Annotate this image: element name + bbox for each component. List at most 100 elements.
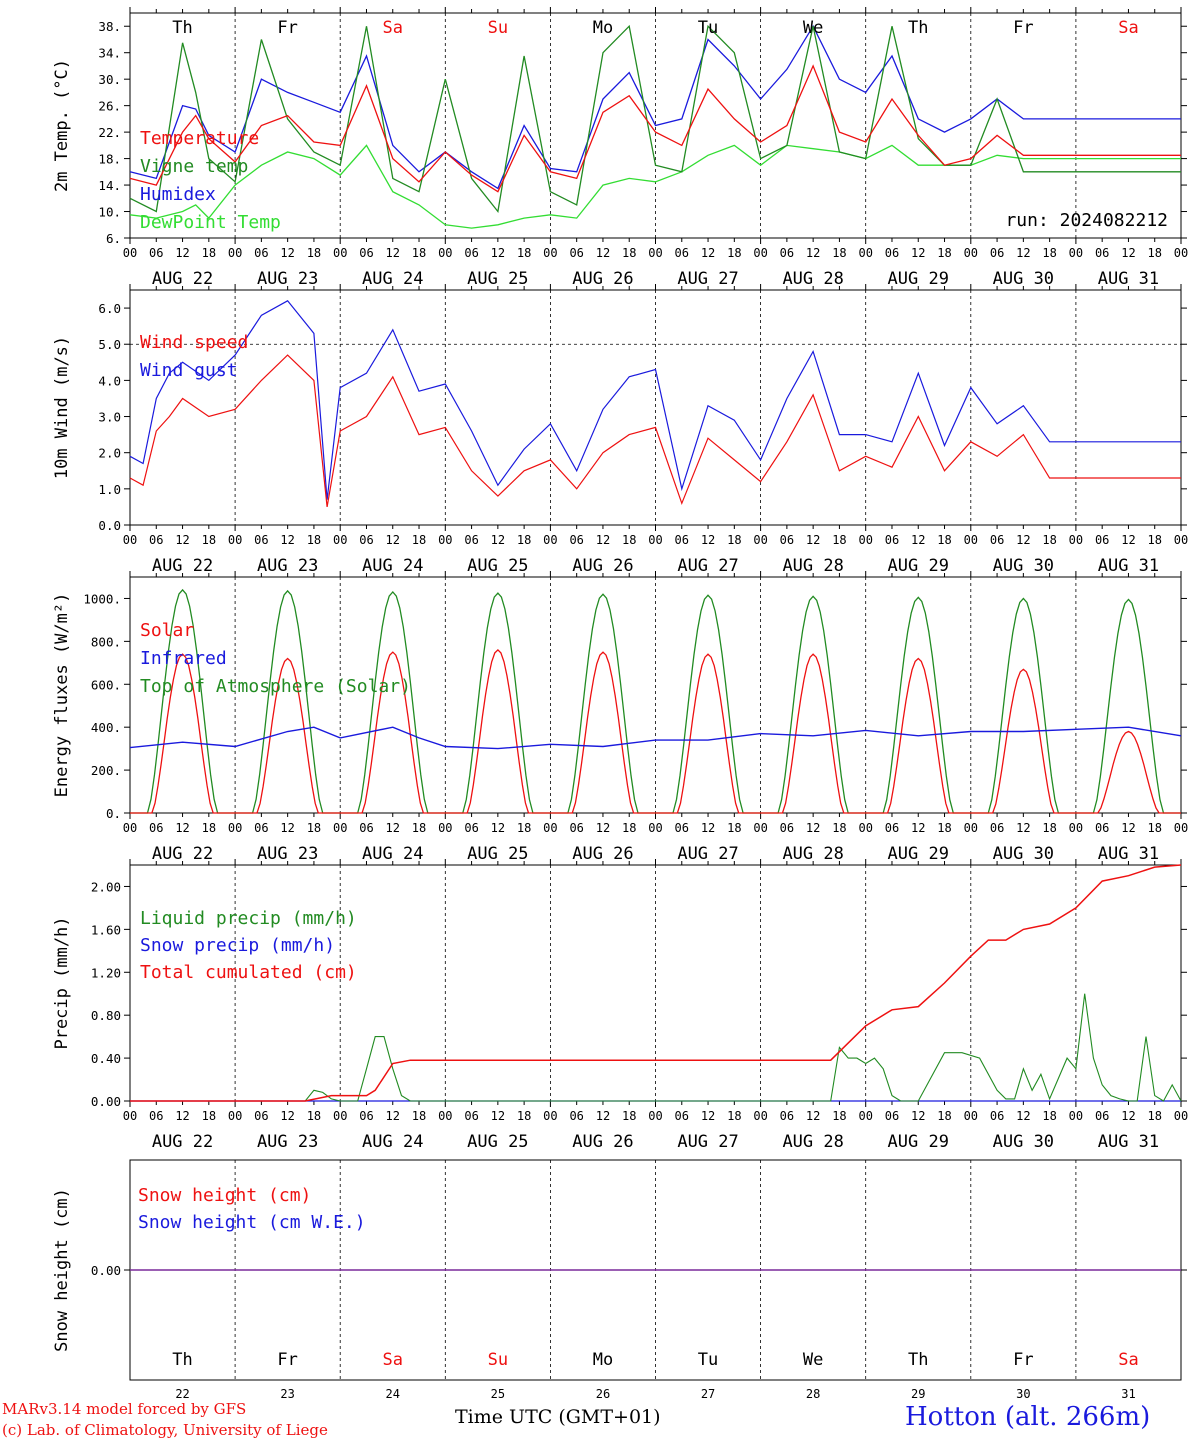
- hour-tick-label: 18: [307, 1109, 321, 1123]
- hour-tick-label: 06: [1095, 1109, 1109, 1123]
- date-label: AUG 28: [782, 1132, 843, 1152]
- y-tick-label: 1.20: [91, 965, 121, 980]
- day-label-top: Th: [172, 18, 192, 38]
- hour-tick-label: 00: [543, 821, 557, 835]
- hour-tick-label: 12: [911, 533, 925, 547]
- hour-tick-label: 06: [464, 533, 478, 547]
- hour-tick-label: 00: [123, 533, 137, 547]
- y-tick-label: 200.: [91, 763, 121, 778]
- hour-tick-label: 12: [806, 1109, 820, 1123]
- hour-tick-label: 12: [701, 533, 715, 547]
- legend-precip: Snow precip (mm/h): [140, 935, 335, 956]
- hour-tick-label: 18: [1042, 1109, 1056, 1123]
- hour-tick-label: 06: [149, 246, 163, 260]
- hour-tick-label: 00: [543, 246, 557, 260]
- hour-tick-label: 12: [386, 533, 400, 547]
- hour-tick-label: 18: [622, 246, 636, 260]
- date-label: AUG 27: [677, 269, 738, 289]
- day-label-top: Sa: [1118, 18, 1138, 38]
- hour-tick-label: 12: [386, 1109, 400, 1123]
- hour-tick-label: 00: [858, 246, 872, 260]
- hour-tick-label: 18: [412, 1109, 426, 1123]
- day-label-top: Fr: [1013, 18, 1033, 38]
- hour-tick-label: 12: [1016, 246, 1030, 260]
- hour-tick-label: 12: [175, 246, 189, 260]
- hour-tick-label: 12: [280, 246, 294, 260]
- hour-tick-label: 18: [832, 246, 846, 260]
- hour-tick-label: 18: [1147, 1109, 1161, 1123]
- legend-wind: Wind speed: [140, 332, 248, 353]
- date-label: AUG 25: [467, 556, 528, 576]
- y-tick-label: 38.: [98, 19, 121, 34]
- hour-tick-label: 12: [1016, 1109, 1030, 1123]
- copyright: (c) Lab. of Climatology, University of L…: [2, 1421, 328, 1439]
- station-label: Hotton (alt. 266m): [905, 1402, 1151, 1432]
- hour-tick-label: 00: [333, 246, 347, 260]
- hour-tick-label: 18: [1147, 821, 1161, 835]
- hour-tick-label: 12: [911, 821, 925, 835]
- y-tick-label: 1.60: [91, 922, 121, 937]
- temp-series-green: [129, 24, 1181, 214]
- y-tick-label: 0.80: [91, 1008, 121, 1023]
- y-tick-label: 600.: [91, 677, 121, 692]
- date-label: AUG 29: [888, 556, 949, 576]
- legend-temp: Humidex: [140, 184, 216, 205]
- date-label: AUG 22: [152, 844, 213, 864]
- hour-tick-label: 06: [464, 821, 478, 835]
- hour-tick-label: 00: [858, 821, 872, 835]
- hour-tick-label: 00: [753, 821, 767, 835]
- date-label: AUG 24: [362, 556, 423, 576]
- y-tick-label: 0.: [106, 806, 121, 821]
- day-label-bottom: Su: [488, 1350, 508, 1370]
- hour-tick-label: 12: [280, 533, 294, 547]
- y-tick-label: 5.0: [98, 337, 121, 352]
- hour-tick-label: 06: [990, 1109, 1004, 1123]
- legend-snow: Snow height (cm): [138, 1185, 311, 1206]
- hour-tick-label: 00: [648, 246, 662, 260]
- hour-tick-label: 18: [727, 1109, 741, 1123]
- date-label: AUG 28: [782, 844, 843, 864]
- hour-tick-label: 06: [780, 1109, 794, 1123]
- hour-tick-label: 00: [964, 1109, 978, 1123]
- legend-temp: Temperature: [140, 128, 259, 149]
- hour-tick-label: 12: [806, 821, 820, 835]
- hour-tick-label: 18: [1042, 821, 1056, 835]
- hour-tick-label: 00: [964, 246, 978, 260]
- y-tick-label: 4.0: [98, 373, 121, 388]
- hour-tick-label: 06: [359, 1109, 373, 1123]
- hour-tick-label: 00: [333, 533, 347, 547]
- day-label-bottom: Mo: [593, 1350, 613, 1370]
- hour-tick-label: 00: [1069, 821, 1083, 835]
- hour-tick-label: 00: [1174, 1109, 1188, 1123]
- hour-tick-label: 12: [1016, 821, 1030, 835]
- hour-tick-label: 12: [1121, 246, 1135, 260]
- run-label: run: 2024082212: [1005, 210, 1168, 231]
- hour-tick-label: 06: [885, 821, 899, 835]
- day-label-top: Tu: [698, 18, 718, 38]
- hour-tick-label: 18: [622, 821, 636, 835]
- hour-tick-label: 06: [359, 533, 373, 547]
- day-label-top: Su: [488, 18, 508, 38]
- hour-tick-label: 06: [569, 533, 583, 547]
- hour-tick-label: 06: [675, 246, 689, 260]
- date-label: AUG 30: [993, 844, 1054, 864]
- legend-temp: DewPoint Temp: [140, 212, 281, 233]
- temp-series-red: [129, 64, 1181, 193]
- date-label: AUG 31: [1098, 556, 1159, 576]
- y-tick-label: 18.: [98, 152, 121, 167]
- hour-tick-label: 12: [1121, 1109, 1135, 1123]
- legend-wind: Wind gust: [140, 360, 238, 381]
- hour-tick-label: 12: [596, 246, 610, 260]
- hour-tick-label: 18: [622, 533, 636, 547]
- hour-tick-label: 18: [727, 821, 741, 835]
- hour-tick-label: 18: [937, 533, 951, 547]
- hour-tick-label: 18: [937, 821, 951, 835]
- date-label: AUG 24: [362, 269, 423, 289]
- hour-tick-label: 06: [885, 246, 899, 260]
- date-label: AUG 30: [993, 1132, 1054, 1152]
- hour-tick-label: 00: [648, 821, 662, 835]
- y-axis-label: 2m Temp. (°C): [52, 59, 72, 192]
- y-tick-label: 34.: [98, 46, 121, 61]
- hour-tick-label: 06: [254, 821, 268, 835]
- date-label: AUG 24: [362, 844, 423, 864]
